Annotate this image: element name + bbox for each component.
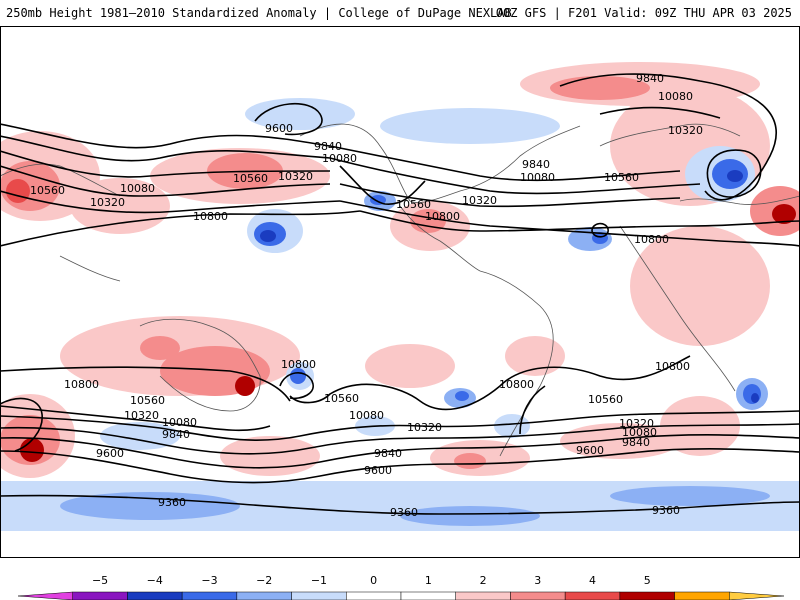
colorbar-swatch	[510, 591, 566, 600]
colorbar-tick-label: −2	[256, 574, 272, 587]
colorbar-tick-label: 1	[425, 574, 432, 587]
colorbar-swatch	[127, 591, 183, 600]
contour-label: 10800	[425, 210, 460, 223]
contour-label: 9600	[576, 444, 604, 457]
model-valid-time: 00Z GFS | F201 Valid: 09Z THU APR 03 202…	[495, 6, 792, 20]
contour-label: 10080	[322, 152, 357, 165]
contour-label: 9840	[522, 158, 550, 171]
colorbar-swatch	[400, 591, 456, 600]
colorbar-swatch	[729, 591, 785, 600]
contour-label: 10560	[130, 394, 165, 407]
contour-label: 10080	[658, 90, 693, 103]
colorbar-tick-label: −4	[147, 574, 163, 587]
contour-label: 10080	[162, 416, 197, 429]
contour-label: 9600	[96, 447, 124, 460]
contour-label: 10800	[499, 378, 534, 391]
contour-label: 10320	[90, 196, 125, 209]
contour-label: 9600	[364, 464, 392, 477]
colorbar-tick-label: −5	[92, 574, 108, 587]
height-contours	[0, 73, 800, 515]
anomaly-map: 9840 10080 10320 9600 9840 10080 10560 1…	[0, 26, 800, 558]
contour-label: 10080	[622, 426, 657, 439]
colorbar-tick-label: −1	[311, 574, 327, 587]
contour-label: 10080	[120, 182, 155, 195]
negative-anomaly-shading	[0, 98, 800, 531]
map-title: 250mb Height 1981–2010 Standardized Anom…	[6, 6, 512, 20]
colorbar-tick-labels: −5 −4 −3 −2 −1 0 1 2 3 4 5	[92, 574, 651, 587]
contour-label: 10560	[604, 171, 639, 184]
contour-label: 10080	[349, 409, 384, 422]
colorbar-swatch	[291, 591, 347, 600]
contour-label: 9840	[374, 447, 402, 460]
colorbar-swatch	[455, 591, 511, 600]
contour-label: 10560	[396, 198, 431, 211]
contour-label: 10320	[278, 170, 313, 183]
colorbar-swatch	[619, 591, 675, 600]
colorbar-swatch	[181, 591, 238, 600]
contour-label: 10320	[407, 421, 442, 434]
colorbar-swatch	[564, 591, 621, 600]
contour-label: 9360	[158, 496, 186, 509]
contour-label: 9840	[314, 140, 342, 153]
contour-label: 10560	[324, 392, 359, 405]
contour-label: 10800	[634, 233, 669, 246]
contour-label: 10080	[520, 171, 555, 184]
contour-label: 9360	[652, 504, 680, 517]
colorbar-swatch	[236, 591, 292, 600]
contour-label: 10320	[619, 417, 654, 430]
contour-label: 10320	[668, 124, 703, 137]
colorbar-tick-label: 0	[370, 574, 377, 587]
contour-label: 10560	[233, 172, 268, 185]
colorbar-swatch	[674, 591, 730, 600]
contour-label: 10560	[588, 393, 623, 406]
contour-label: 10320	[124, 409, 159, 422]
colorbar-tick-label: −3	[201, 574, 217, 587]
colorbar-legend: −5 −4 −3 −2 −1 0 1 2 3 4 5	[17, 574, 785, 600]
contour-label: 10320	[462, 194, 497, 207]
contour-label: 10800	[193, 210, 228, 223]
contour-label: 9840	[162, 428, 190, 441]
colorbar-tick-label: 2	[480, 574, 487, 587]
contour-labels: 9840 10080 10320 9600 9840 10080 10560 1…	[30, 72, 703, 519]
colorbar-swatch	[346, 591, 402, 600]
contour-label: 9840	[636, 72, 664, 85]
colorbar-swatches	[17, 591, 785, 600]
colorbar-swatch	[72, 591, 128, 600]
colorbar-tick-label: 4	[589, 574, 596, 587]
contour-label: 10800	[281, 358, 316, 371]
contour-label: 10560	[30, 184, 65, 197]
colorbar-tick-label: 5	[644, 574, 651, 587]
colorbar-tick-label: 3	[534, 574, 541, 587]
contour-label: 10800	[655, 360, 690, 373]
colorbar-swatch	[17, 591, 73, 600]
contour-label: 9600	[265, 122, 293, 135]
contour-label: 10800	[64, 378, 99, 391]
contour-label: 9840	[622, 436, 650, 449]
coastlines	[0, 123, 800, 457]
contour-label: 9360	[390, 506, 418, 519]
